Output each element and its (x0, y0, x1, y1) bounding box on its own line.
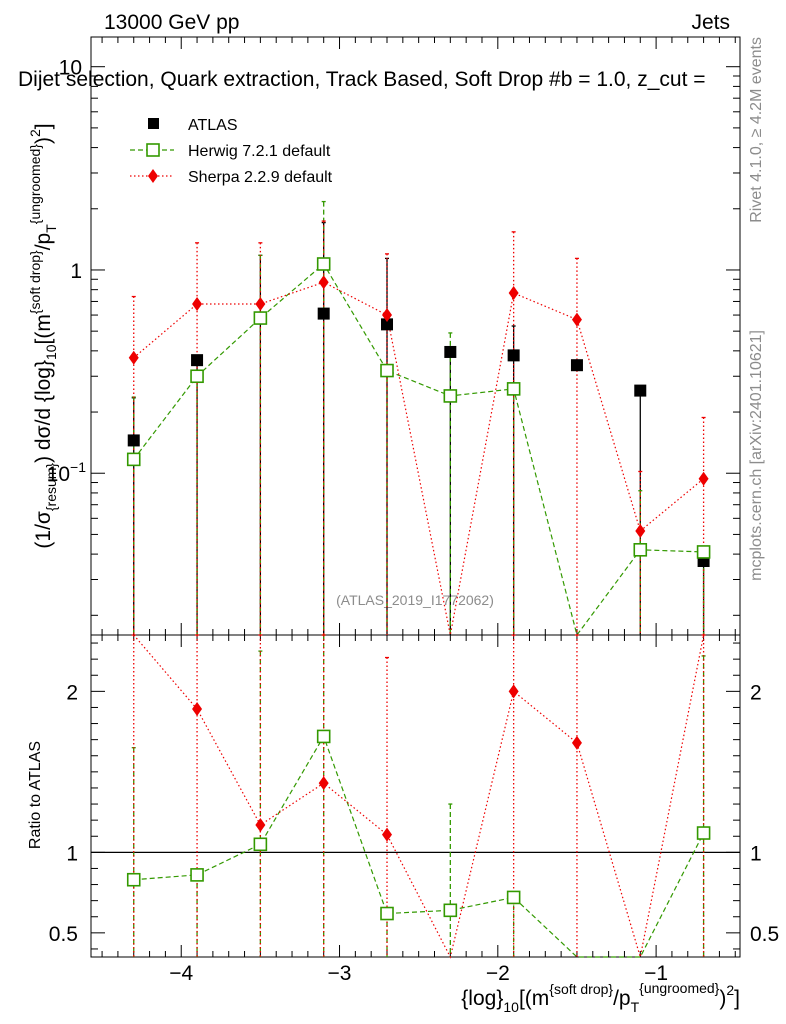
ratio-series-layer (126, 634, 711, 959)
legend-marker-herwig (146, 143, 160, 157)
analysis-watermark: (ATLAS_2019_I1772062) (336, 592, 494, 608)
data-point-main (318, 275, 329, 290)
y-tick-label-ratio: 0.5 (49, 923, 78, 946)
main-series-layer (126, 200, 711, 637)
data-point-main (634, 384, 647, 397)
legend-marker-atlas (148, 118, 159, 129)
y-tick-label-ratio: 2 (66, 681, 78, 704)
side-label-mcplots: mcplots.cern.ch [arXiv:2401.10621] (748, 330, 765, 581)
data-point-main (698, 471, 709, 486)
legend-label-sherpa: Sherpa 2.2.9 default (188, 169, 333, 186)
ratio-line-2 (133, 634, 705, 959)
x-axis-label: {log}10[(m{soft drop}/pT{ungroomed})2] (461, 980, 740, 1015)
data-point-main (443, 389, 458, 403)
data-point-main (316, 257, 331, 271)
data-point-main (380, 363, 394, 378)
data-point-ratio (255, 817, 266, 832)
y-tick-label-main: 10−1 (47, 459, 87, 486)
data-point-ratio (696, 826, 711, 840)
data-point-main (696, 545, 711, 559)
legend-marker-sherpa (148, 169, 158, 183)
y-tick-label-ratio-right: 0.5 (750, 923, 779, 946)
y-tick-label-main: 10 (59, 57, 82, 80)
y-tick-label-ratio-right: 1 (750, 842, 762, 865)
x-tick-label: −1 (644, 962, 668, 985)
legend-label-atlas: ATLAS (188, 117, 238, 134)
ratio-line-1 (133, 735, 705, 958)
data-point-ratio (571, 735, 582, 750)
data-point-ratio (382, 827, 393, 842)
data-point-main (633, 543, 648, 557)
y-axis-label-ratio: Ratio to ATLAS (27, 741, 44, 849)
plot-title: Dijet selection, Quark extraction, Track… (18, 68, 706, 91)
data-point-main (127, 434, 140, 447)
data-point-main (506, 382, 521, 396)
data-point-ratio (318, 776, 329, 791)
series-line-1 (133, 263, 704, 637)
header-left: 13000 GeV pp (104, 11, 239, 34)
legend: ATLAS Herwig 7.2.1 default Sherpa 2.2.9 … (130, 117, 333, 186)
y-tick-label-main: 1 (70, 260, 82, 283)
data-point-main (508, 286, 519, 301)
axis-ticks: −4 −3 −2 −1 10−1 1 10 0.5 0.5 1 1 2 2 (47, 37, 779, 985)
ratio-panel-frame (90, 634, 741, 958)
data-point-ratio (126, 872, 141, 887)
data-point-ratio (253, 837, 268, 852)
data-point-ratio (506, 890, 521, 905)
data-point-main (191, 354, 204, 367)
data-point-main (381, 318, 394, 331)
x-tick-label: −2 (486, 962, 510, 985)
data-point-ratio (316, 729, 331, 744)
data-point-main (571, 312, 582, 327)
data-point-ratio (443, 903, 458, 918)
data-point-main (192, 297, 203, 312)
data-point-main (507, 349, 520, 362)
header-right: Jets (691, 11, 730, 34)
data-point-ratio (192, 702, 203, 717)
x-tick-label: −3 (328, 962, 352, 985)
data-point-ratio (190, 868, 204, 882)
data-point-main (253, 311, 268, 325)
data-point-main (635, 523, 646, 538)
y-tick-label-ratio-right: 2 (750, 681, 762, 704)
data-point-main (126, 452, 141, 467)
data-point-main (570, 359, 583, 372)
y-tick-label-ratio: 1 (66, 842, 78, 865)
data-point-main (317, 307, 330, 320)
data-point-main (190, 369, 204, 384)
series-line-2 (133, 281, 704, 636)
legend-label-herwig: Herwig 7.2.1 default (188, 143, 331, 160)
data-point-ratio (508, 684, 519, 699)
data-point-main (255, 297, 266, 312)
data-point-main (382, 308, 393, 323)
data-point-main (444, 345, 457, 358)
data-point-main (128, 350, 139, 365)
data-point-ratio (380, 906, 394, 921)
side-label-rivet: Rivet 4.1.0, ≥ 4.2M events (748, 37, 765, 223)
x-tick-label: −4 (169, 962, 193, 985)
